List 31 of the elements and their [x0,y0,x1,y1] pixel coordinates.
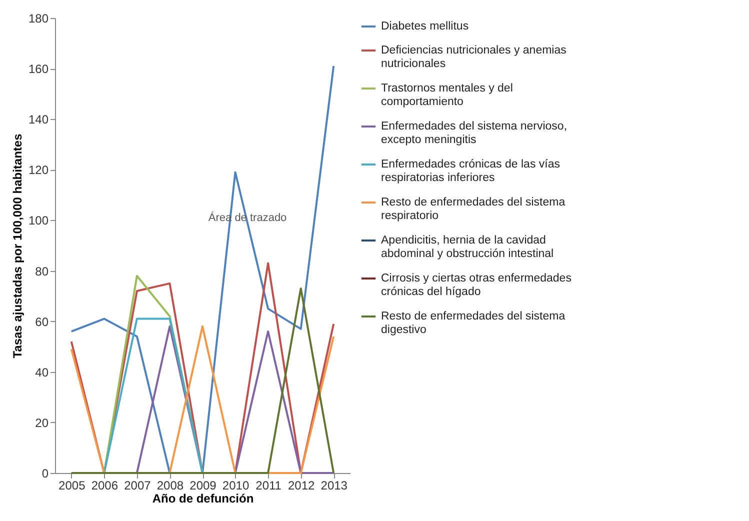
line-series [70,65,335,474]
x-tick-label: 2006 [91,478,118,492]
y-tick-label: 20 [35,416,49,430]
x-tick-label: 2013 [320,478,348,492]
legend-label: Apendicitis, hernia de la cavidad abdominal y obstrucción intestinal [381,234,554,260]
legend-label: Enfermedades crónicas de las vías respiratorias inferiores [381,158,560,184]
y-tick-label: 140 [28,112,49,127]
legend-label: Trastornos mentales y del comportamiento [381,82,513,108]
legend-label: Deficiencias nutricionales y anemias nutricionales [381,44,567,70]
x-tick-label: 2011 [256,478,282,492]
x-tick-label: 2012 [288,478,316,492]
x-axis-title: Año de defunción [152,492,254,506]
legend-label: Enfermedades del sistema nervioso, excepto meningitis [381,120,568,146]
x-tick-label: 2010 [222,478,250,492]
y-tick-label: 100 [28,214,49,228]
legend-label: Diabetes mellitus [381,20,469,32]
y-tick-label: 120 [28,163,49,178]
y-tick-label: 60 [35,314,49,329]
y-tick-label: 180 [28,12,49,26]
y-tick-label: 160 [28,62,49,76]
x-tick-label: 2009 [190,478,217,492]
y-tick-label: 0 [42,466,49,480]
x-tick-label: 2005 [58,478,86,492]
x-tick-label: 2007 [124,478,152,492]
y-axis-title: Tasas ajustadas por 100,000 habitantes [10,133,24,358]
y-tick-label: 80 [35,264,49,278]
y-tick-label: 40 [35,365,49,380]
legend-label: Resto de enfermedades del sistema digestivo [381,310,566,336]
x-tick-label: 2008 [156,478,184,492]
legend-label: Cirrosis y ciertas otras enfermedades crónicas del hígado [381,272,572,298]
legend-label: Resto de enfermedades del sistema respiratorio [381,196,566,222]
